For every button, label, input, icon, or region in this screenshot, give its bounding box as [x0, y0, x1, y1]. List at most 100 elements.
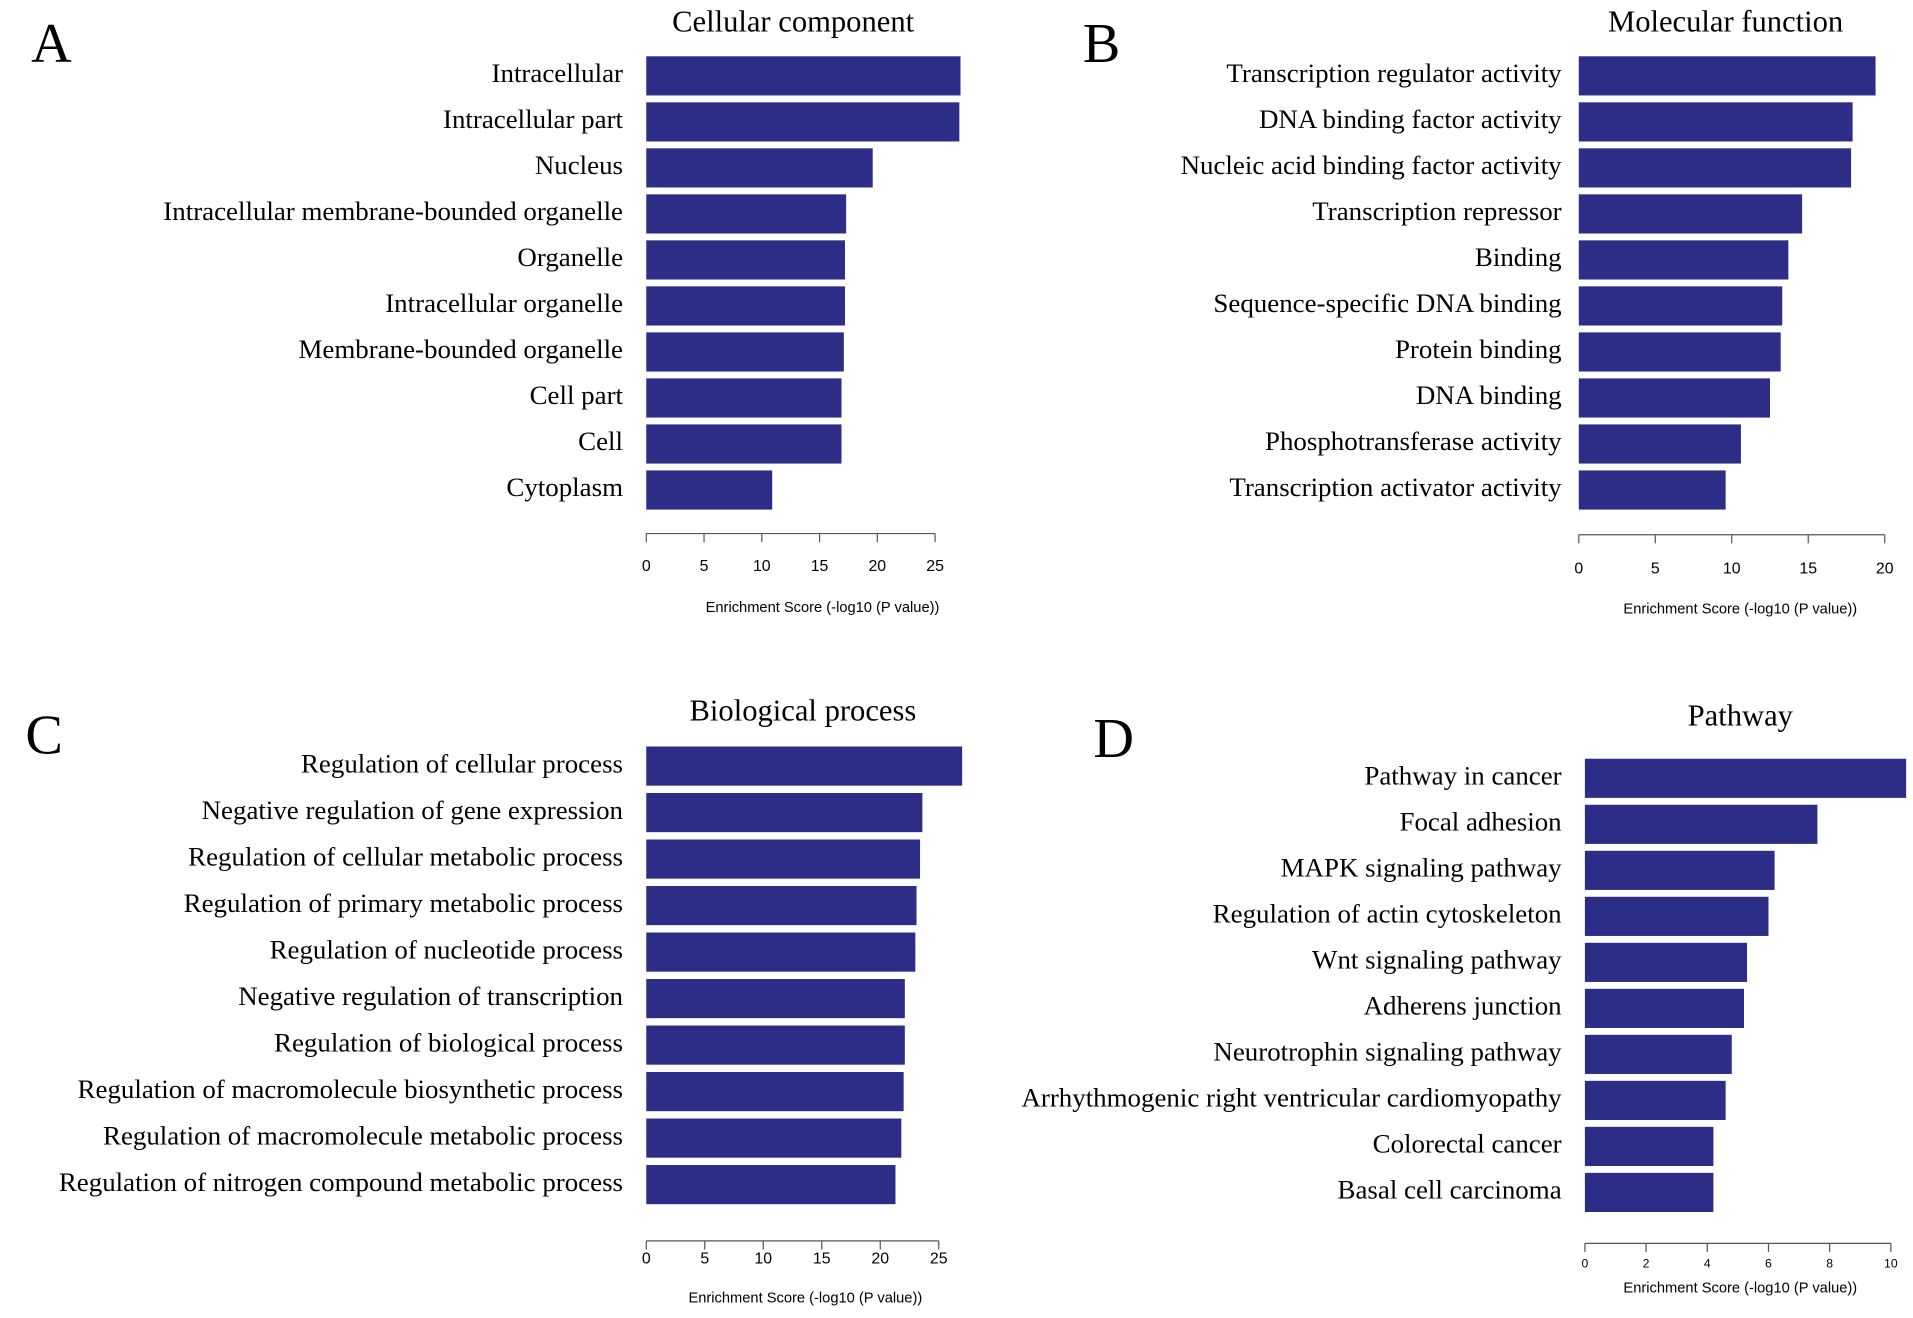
x-axis-title: Enrichment Score (-log10 (P value))	[1623, 601, 1857, 617]
category-label: DNA binding	[1416, 380, 1562, 410]
x-tick-label: 5	[700, 1250, 709, 1267]
bar	[646, 240, 845, 280]
bar	[646, 886, 917, 926]
x-tick-label: 20	[1876, 560, 1894, 577]
category-label: Negative regulation of transcription	[238, 981, 623, 1011]
category-label: Transcription activator activity	[1229, 472, 1562, 502]
x-axis-title: Enrichment Score (-log10 (P value))	[1623, 1281, 1857, 1297]
bar	[1584, 758, 1907, 798]
bar	[646, 102, 960, 142]
category-label: Transcription regulator activity	[1226, 58, 1562, 88]
category-label: Regulation of biological process	[274, 1027, 623, 1057]
chart-title: Biological process	[690, 693, 917, 727]
bar	[646, 286, 845, 326]
x-tick-label: 0	[642, 558, 651, 575]
bar	[646, 194, 847, 234]
bar	[646, 56, 961, 96]
category-label: Nucleic acid binding factor activity	[1181, 150, 1563, 180]
x-tick-label: 5	[1651, 560, 1660, 577]
category-label: Wnt signaling pathway	[1312, 945, 1562, 975]
bar	[646, 1025, 905, 1065]
bar	[646, 378, 842, 418]
bar	[1584, 804, 1818, 844]
bar	[1584, 988, 1744, 1028]
category-label: Intracellular	[492, 58, 623, 88]
chart-title: Molecular function	[1608, 4, 1843, 38]
bar	[1578, 424, 1741, 464]
bar	[646, 746, 963, 786]
bar	[1578, 240, 1789, 280]
chart-title: Pathway	[1688, 698, 1794, 732]
category-label: Adherens junction	[1364, 991, 1563, 1021]
x-tick-label: 6	[1765, 1256, 1772, 1270]
category-label: Intracellular part	[443, 104, 624, 134]
x-tick-label: 15	[813, 1250, 831, 1267]
category-label: Negative regulation of gene expression	[202, 795, 624, 825]
panel-letter: B	[1083, 13, 1121, 75]
category-label: Regulation of macromolecule biosynthetic…	[78, 1074, 623, 1104]
x-tick-label: 20	[868, 558, 886, 575]
category-label: Transcription repressor	[1312, 196, 1561, 226]
x-tick-label: 10	[753, 558, 771, 575]
x-tick-label: 0	[1574, 560, 1583, 577]
bar	[1584, 1126, 1714, 1167]
bar	[646, 1072, 904, 1112]
category-label: Colorectal cancer	[1373, 1129, 1562, 1159]
x-tick-label: 0	[642, 1250, 651, 1267]
category-label: Sequence-specific DNA binding	[1213, 288, 1561, 318]
bar	[646, 979, 905, 1019]
bar	[646, 793, 923, 833]
category-label: Organelle	[517, 242, 623, 272]
category-label: Cytoplasm	[506, 472, 623, 502]
bar	[1578, 286, 1783, 326]
x-tick-label: 10	[754, 1250, 772, 1267]
category-label: Nucleus	[535, 150, 623, 180]
x-tick-label: 10	[1884, 1256, 1898, 1270]
x-axis-title: Enrichment Score (-log10 (P value))	[706, 600, 940, 616]
panel-letter: C	[25, 704, 63, 766]
category-label: Regulation of actin cytoskeleton	[1213, 899, 1562, 929]
category-label: Neurotrophin signaling pathway	[1213, 1037, 1562, 1067]
bar	[646, 332, 844, 372]
category-label: Arrhythmogenic right ventricular cardiom…	[1021, 1083, 1562, 1113]
bar	[646, 839, 921, 879]
bar	[1584, 1080, 1726, 1120]
category-label: Intracellular membrane-bounded organelle	[163, 196, 623, 226]
bar	[1584, 850, 1775, 890]
x-tick-label: 10	[1723, 560, 1741, 577]
panel-letter: D	[1093, 708, 1134, 770]
category-label: Membrane-bounded organelle	[299, 334, 624, 364]
category-label: Regulation of cellular process	[301, 748, 623, 778]
bar	[1584, 896, 1769, 936]
category-label: Cell part	[530, 380, 624, 410]
bar	[1578, 56, 1876, 96]
bar	[1578, 148, 1852, 188]
category-label: Regulation of cellular metabolic process	[188, 841, 623, 871]
x-tick-label: 0	[1582, 1256, 1589, 1270]
bar	[1584, 942, 1748, 982]
category-label: MAPK signaling pathway	[1281, 853, 1563, 883]
chart-title: Cellular component	[672, 4, 915, 38]
x-tick-label: 15	[1799, 560, 1817, 577]
bar	[1578, 470, 1726, 510]
bar	[1584, 1172, 1714, 1213]
category-label: Pathway in cancer	[1364, 760, 1561, 790]
category-label: Basal cell carcinoma	[1338, 1175, 1562, 1205]
x-tick-label: 2	[1643, 1256, 1650, 1270]
x-tick-label: 20	[871, 1250, 889, 1267]
category-label: Protein binding	[1395, 334, 1562, 364]
bar	[646, 1118, 902, 1158]
x-tick-label: 25	[930, 1250, 948, 1267]
category-label: Focal adhesion	[1399, 807, 1562, 837]
bar	[1578, 102, 1853, 142]
x-tick-label: 4	[1704, 1256, 1711, 1270]
bar	[646, 148, 873, 188]
x-tick-label: 25	[926, 558, 944, 575]
x-tick-label: 5	[700, 558, 709, 575]
bar	[1584, 1034, 1732, 1074]
x-tick-label: 15	[811, 558, 829, 575]
category-label: Intracellular organelle	[385, 288, 623, 318]
category-label: DNA binding factor activity	[1259, 104, 1562, 134]
category-label: Regulation of nitrogen compound metaboli…	[59, 1167, 623, 1197]
